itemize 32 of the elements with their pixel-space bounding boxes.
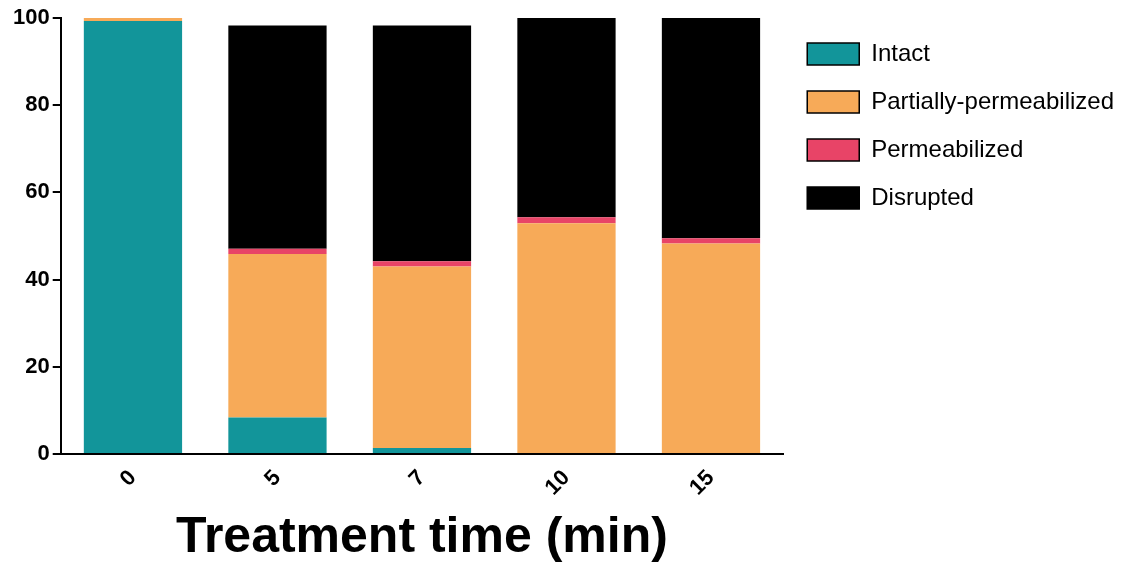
bar xyxy=(228,25,327,249)
bar xyxy=(661,18,761,239)
bar xyxy=(661,243,761,454)
legend-label: Partially-permeabilized xyxy=(871,86,1114,114)
x-axis-title: Treatment time (min) xyxy=(176,506,668,563)
bar xyxy=(372,447,472,454)
legend-label: Intact xyxy=(871,38,931,66)
bar xyxy=(83,18,183,22)
x-tick-label: 15 xyxy=(683,464,719,500)
bar xyxy=(661,238,761,244)
bar xyxy=(228,253,327,418)
bar xyxy=(83,21,183,454)
bar xyxy=(517,223,616,454)
legend-label: Disrupted xyxy=(871,182,974,210)
x-tick-label: 10 xyxy=(539,464,575,500)
x-tick-label: 7 xyxy=(403,464,430,491)
bar xyxy=(517,217,616,224)
legend-label: Permeabilized xyxy=(871,134,1024,162)
x-tick-label: 0 xyxy=(114,464,141,491)
y-tick-label: 80 xyxy=(25,91,50,117)
y-tick-label: 100 xyxy=(12,4,50,30)
bar xyxy=(228,417,327,454)
y-tick-label: 0 xyxy=(37,440,50,466)
x-tick-label: 5 xyxy=(258,464,286,491)
bar xyxy=(517,18,616,218)
bar xyxy=(228,248,327,254)
y-tick-label: 40 xyxy=(25,265,50,291)
bar xyxy=(372,25,472,262)
y-tick-label: 20 xyxy=(25,352,50,378)
bar xyxy=(372,261,472,267)
bar xyxy=(372,266,472,448)
y-tick-label: 60 xyxy=(25,178,50,204)
